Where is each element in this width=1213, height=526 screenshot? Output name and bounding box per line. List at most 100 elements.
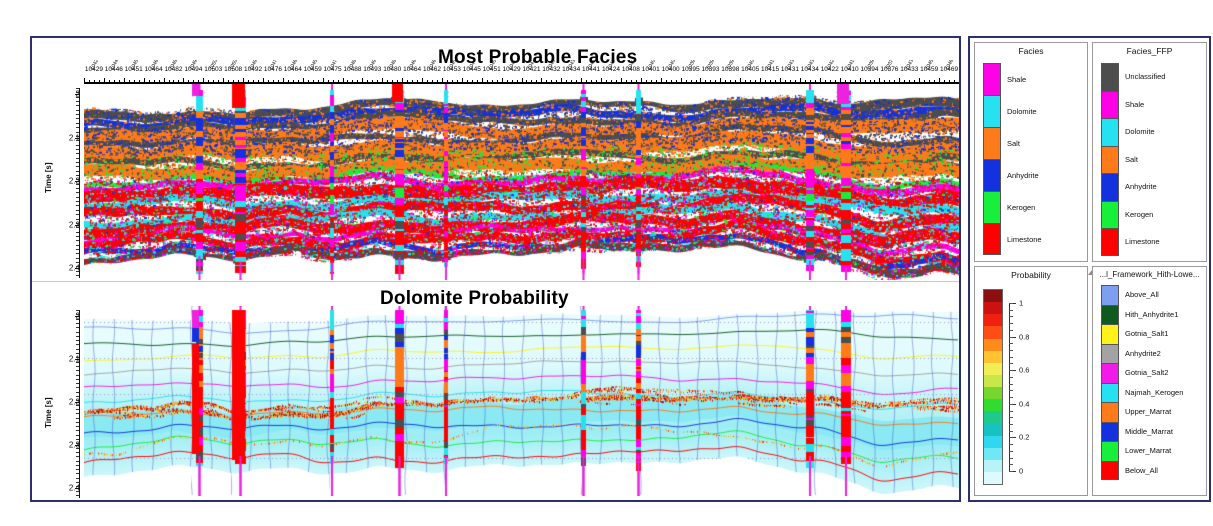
well-label-row: 10429 10429 10446 10446 10451 10451 10464 10464… — [84, 60, 959, 82]
legend-entry-label: Dolomite — [1125, 127, 1155, 137]
legend-facies-ffp-swatches — [1101, 63, 1119, 256]
legend-swatch — [1101, 421, 1119, 441]
well-label: 10415 — [761, 66, 780, 73]
legend-framework[interactable]: ...l_Framework_Hith-Lowe... Above_All Hit… — [1092, 266, 1207, 496]
colorbar-tick-label: 0.6 — [1019, 365, 1030, 375]
well-label: 10459 — [303, 66, 322, 73]
colorbar-stop — [984, 435, 1002, 448]
probability-colorbar-axis: 1 0.8 0.6 0.4 0.2 0 — [1009, 289, 1055, 485]
y-axis-tick: 2 — [75, 89, 80, 99]
legend-entry-label: Anhydrite — [1007, 170, 1039, 180]
well-label: 10395 — [681, 66, 700, 73]
well-label: 10424 — [601, 66, 621, 73]
colorbar-stop — [984, 290, 1002, 303]
colorbar-tick-label: 0.8 — [1019, 332, 1030, 342]
legend-swatch — [1101, 228, 1119, 256]
well-label: 10451 — [124, 66, 143, 73]
well-label: 10433 — [900, 66, 919, 73]
legend-entry-label: Limestone — [1125, 237, 1160, 247]
y-axis-tick: 2.4 — [68, 483, 80, 493]
well-label: 10476 — [263, 66, 282, 73]
legend-entry-label: Middle_Marrat — [1125, 426, 1173, 436]
legend-probability[interactable]: Probability 1 0.8 0.6 0.4 0.2 0 — [974, 266, 1088, 496]
colorbar-tick-label: 0.4 — [1019, 399, 1030, 409]
legend-entry-label: Gotnia_Salt1 — [1125, 329, 1169, 339]
legend-swatch — [1101, 402, 1119, 422]
legend-swatch — [983, 159, 1001, 191]
legend-swatch — [1101, 343, 1119, 363]
header-rule — [84, 82, 959, 84]
y-axis-tick: 2.1 — [68, 354, 80, 364]
well-label: 10408 — [621, 66, 640, 73]
well-label: 10488 — [343, 66, 362, 73]
well-label: 10432 — [542, 66, 561, 73]
legend-entry-label: Anhydrite — [1125, 182, 1157, 192]
well-label: 10434 — [800, 66, 819, 73]
well-label: 10453 — [442, 66, 461, 73]
legend-facies[interactable]: Facies Shale Dolomite Salt Anhydrite Kerogen… — [974, 42, 1088, 262]
well-label: 10421 — [522, 66, 541, 73]
legend-swatch — [1101, 145, 1119, 173]
header-tick-row — [84, 78, 959, 83]
probability-cross-section[interactable] — [84, 306, 959, 496]
legend-framework-swatches — [1101, 285, 1119, 480]
page-title-most-probable-facies: Most Probable Facies — [438, 47, 638, 68]
legend-probability-title: Probability — [1011, 270, 1051, 280]
legend-facies-ffp-labels: Unclassified Shale Dolomite Salt Anhydrite Ke… — [1125, 63, 1165, 256]
well-label: 10464 — [144, 66, 163, 73]
facies-cross-section[interactable] — [84, 84, 959, 280]
legend-swatch — [1101, 441, 1119, 461]
well-label: 10401 — [641, 66, 660, 73]
legend-entry-label: Salt — [1007, 138, 1020, 148]
legend-swatch — [983, 63, 1001, 95]
legend-entry-label: Limestone — [1007, 234, 1042, 244]
legend-entry-label: Upper_Marrat — [1125, 407, 1172, 417]
well-label: 10503 — [204, 66, 223, 73]
legend-swatch — [1101, 200, 1119, 228]
legend-entry-label: Hith_Anhydrite1 — [1125, 309, 1179, 319]
legend-entry-label: Kerogen — [1007, 202, 1036, 212]
well-label: 10434 — [562, 66, 581, 73]
colorbar-stop — [984, 350, 1002, 363]
colorbar-tick-label: 0.2 — [1019, 432, 1030, 442]
legend-entry-label: Unclassified — [1125, 72, 1166, 82]
colorbar-stop — [984, 338, 1002, 351]
well-label: 10393 — [701, 66, 720, 73]
y-axis-bottom: 2 2.1 2.2 2.3 2.4 — [32, 288, 84, 500]
well-label: 10464 — [283, 66, 302, 73]
legend-swatch — [1101, 118, 1119, 146]
legend-facies-ffp[interactable]: Facies_FFP Unclassified Shale Dolomite Salt… — [1092, 42, 1207, 262]
seismic-display-window[interactable]: Most Probable Facies 10429 10429 10446 1044… — [30, 36, 961, 502]
legend-entry-label: Shale — [1007, 74, 1027, 84]
legend-entry-label: Lower_Marrat — [1125, 446, 1172, 456]
legend-facies-ffp-title: Facies_FFP — [1126, 46, 1173, 56]
well-label: 10464 — [403, 66, 422, 73]
well-label: 10469 — [940, 66, 959, 73]
colorbar-stop — [984, 423, 1002, 436]
well-label: 10462 — [422, 66, 442, 73]
well-label: 10493 — [363, 66, 382, 73]
probability-colorbar — [983, 289, 1003, 485]
legend-swatch — [1101, 285, 1119, 305]
legend-swatch — [1101, 460, 1119, 480]
colorbar-stop — [984, 302, 1002, 315]
colorbar-stop — [984, 447, 1002, 460]
well-label: 10400 — [661, 66, 680, 73]
panel-dolomite-probability[interactable]: Dolomite Probability Time [s] 2 2.1 2.2 2.3… — [32, 288, 959, 500]
well-label: 10445 — [462, 66, 481, 73]
y-axis-tick: 2 — [75, 311, 80, 321]
colorbar-tick-label: 0 — [1019, 466, 1024, 476]
legend-swatch — [1101, 90, 1119, 118]
panel-most-probable-facies[interactable]: Most Probable Facies 10429 10429 10446 1044… — [32, 38, 959, 280]
well-label: 10508 — [224, 66, 243, 73]
legend-entry-label: Above_All — [1125, 290, 1159, 300]
legend-swatch — [1101, 63, 1119, 91]
legend-panel[interactable]: Facies Shale Dolomite Salt Anhydrite Kerogen… — [968, 36, 1211, 502]
legend-swatch — [1101, 324, 1119, 344]
legend-entry-label: Gotnia_Salt2 — [1125, 368, 1169, 378]
well-label: 10475 — [323, 66, 342, 73]
well-label: 10410 — [840, 66, 859, 73]
colorbar-stop — [984, 314, 1002, 327]
legend-framework-labels: Above_All Hith_Anhydrite1 Gotnia_Salt1 Anhy… — [1125, 285, 1183, 480]
